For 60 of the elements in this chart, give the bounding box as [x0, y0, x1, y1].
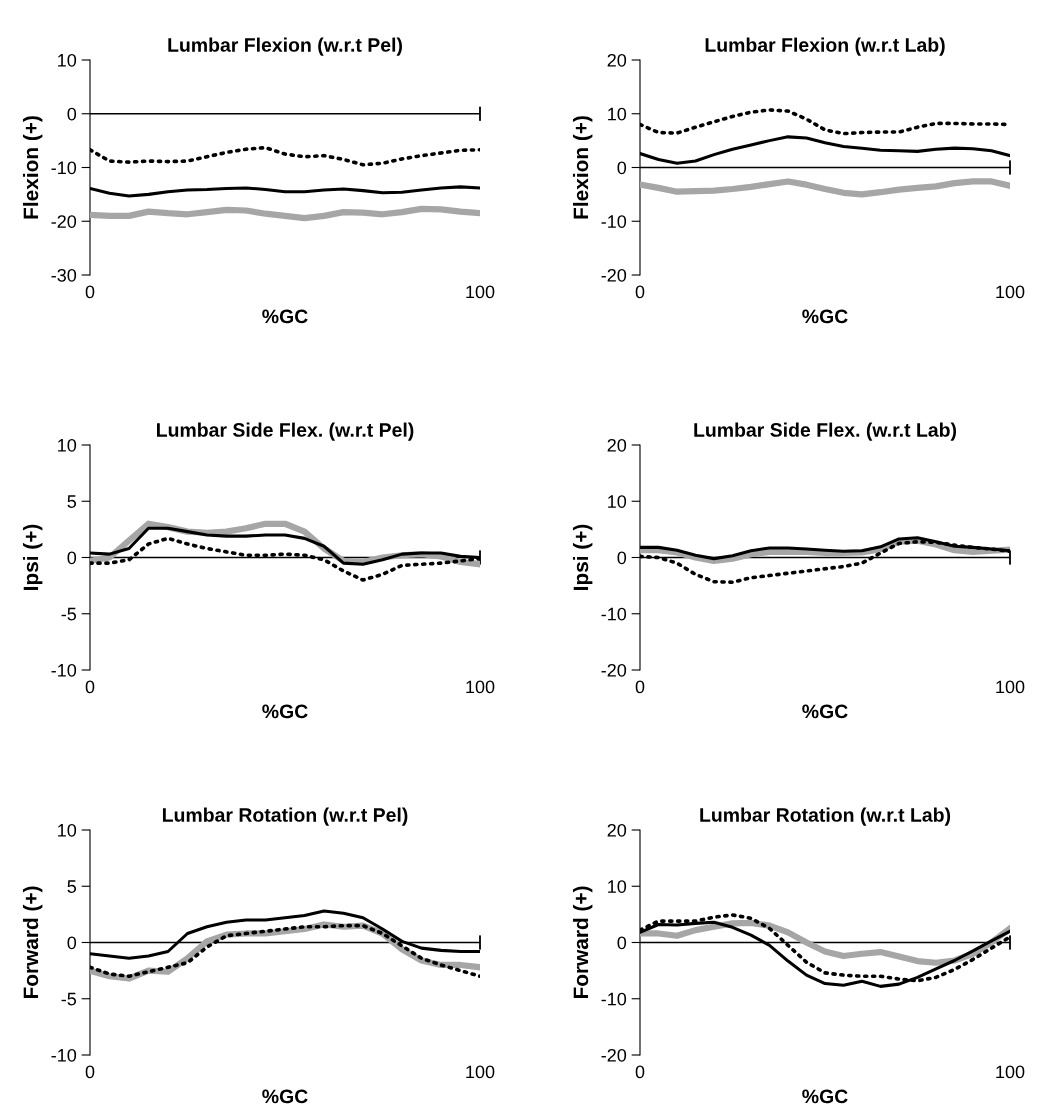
x-axis-title: %GC: [262, 704, 308, 719]
y-axis-title: Forward (+): [572, 886, 593, 999]
x-tick-label: 100: [996, 285, 1025, 299]
y-tick-label: -10: [51, 1048, 77, 1062]
x-tick-label: 0: [85, 1065, 95, 1079]
x-tick-label: 0: [635, 1065, 645, 1079]
y-tick-label: 0: [67, 551, 77, 565]
y-tick-label: 10: [58, 53, 77, 67]
x-tick-label: 100: [996, 680, 1025, 694]
chart-title: Lumbar Flexion (w.r.t Lab): [705, 37, 945, 56]
chart-title: Lumbar Rotation (w.r.t Pel): [162, 807, 408, 826]
y-axis-title: Flexion (+): [572, 116, 593, 219]
y-tick-label: -20: [601, 268, 627, 282]
x-tick-label: 100: [466, 680, 495, 694]
y-tick-label: -20: [601, 1048, 627, 1062]
y-tick-label: -20: [601, 663, 627, 677]
y-tick-label: -10: [51, 663, 77, 677]
y-tick-label: 5: [67, 880, 77, 893]
y-tick-label: 0: [617, 936, 627, 950]
y-tick-label: 10: [608, 107, 627, 121]
y-tick-label: 10: [58, 823, 77, 837]
x-tick-label: 0: [635, 680, 645, 694]
y-tick-label: 10: [608, 880, 627, 893]
x-tick-label: 0: [85, 680, 95, 694]
y-tick-label: 20: [607, 53, 627, 67]
y-tick-label: 0: [617, 161, 627, 175]
chart-title: Lumbar Side Flex. (w.r.t Pel): [157, 422, 414, 441]
y-tick-label: 5: [67, 495, 77, 508]
x-axis-title: %GC: [802, 1089, 848, 1104]
y-tick-label: -5: [61, 607, 77, 621]
x-axis-title: %GC: [262, 309, 308, 324]
y-tick-label: 0: [67, 936, 77, 950]
y-tick-label: -10: [601, 607, 627, 621]
x-tick-label: 100: [466, 1065, 495, 1079]
x-tick-label: 100: [466, 285, 495, 299]
y-tick-label: 20: [607, 823, 627, 837]
chart-title: Lumbar Side Flex. (w.r.t Lab): [694, 422, 957, 441]
y-tick-label: -20: [51, 215, 77, 228]
x-axis-title: %GC: [802, 704, 848, 719]
y-tick-label: -10: [601, 992, 627, 1006]
x-tick-label: 100: [996, 1065, 1025, 1079]
chart-title: Lumbar Flexion (w.r.t Pel): [168, 37, 402, 56]
y-tick-label: 0: [67, 107, 77, 121]
y-tick-label: 10: [58, 438, 77, 452]
y-axis-title: Ipsi (+): [22, 524, 43, 590]
x-axis-title: %GC: [262, 1089, 308, 1104]
x-axis-title: %GC: [802, 309, 848, 324]
y-tick-label: 20: [607, 438, 627, 452]
y-tick-label: -10: [51, 161, 77, 175]
y-tick-label: -30: [51, 268, 77, 282]
x-tick-label: 0: [635, 285, 645, 299]
y-tick-label: -5: [61, 992, 77, 1006]
y-axis-title: Flexion (+): [22, 116, 43, 219]
y-tick-label: 0: [617, 551, 627, 565]
chart-title: Lumbar Rotation (w.r.t Lab): [700, 807, 951, 826]
y-axis-title: Ipsi (+): [572, 524, 593, 590]
x-tick-label: 0: [85, 285, 95, 299]
y-tick-label: 10: [608, 495, 627, 508]
y-tick-label: -10: [601, 215, 627, 228]
y-axis-title: Forward (+): [22, 886, 43, 999]
